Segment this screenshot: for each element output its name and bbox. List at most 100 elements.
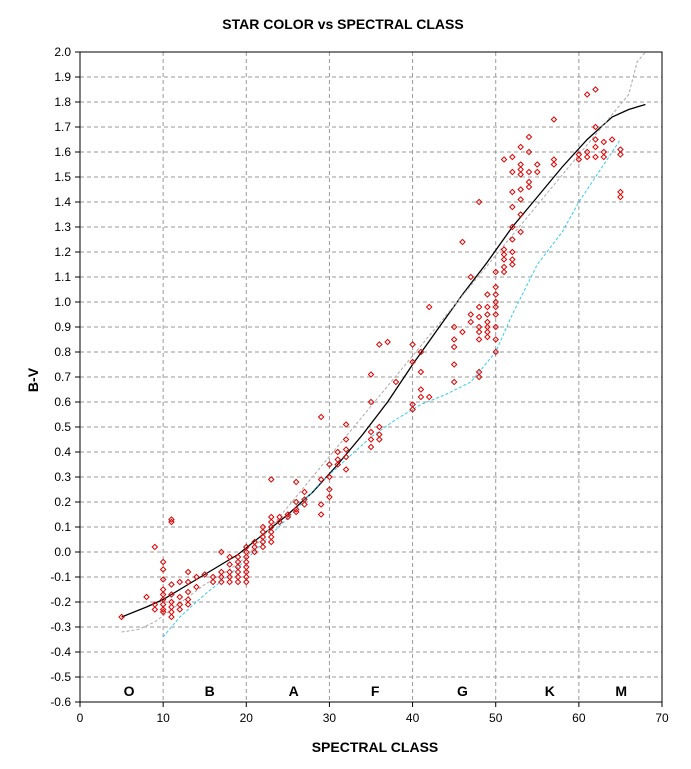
data-point — [193, 573, 200, 581]
data-point — [267, 476, 275, 483]
data-point — [218, 548, 225, 556]
data-point — [326, 493, 333, 501]
data-point — [259, 543, 267, 551]
data-point — [525, 148, 533, 156]
y-tick-label: 0.3 — [54, 470, 71, 484]
x-tick-label: 0 — [77, 711, 84, 725]
y-tick-label: 0.1 — [54, 520, 71, 534]
data-point — [176, 593, 184, 601]
x-tick-label: 20 — [240, 711, 254, 725]
data-point — [492, 323, 500, 331]
data-point — [317, 501, 325, 508]
data-point — [517, 228, 524, 236]
data-point — [417, 393, 425, 401]
data-point — [617, 151, 624, 158]
data-point — [417, 386, 425, 393]
y-tick-label: 1.8 — [54, 95, 71, 109]
data-point — [118, 613, 125, 621]
y-tick-label: 0.7 — [54, 370, 71, 384]
data-point — [509, 188, 516, 196]
data-point — [425, 303, 433, 311]
data-point — [367, 398, 375, 406]
data-point — [492, 283, 500, 291]
data-point — [184, 601, 192, 608]
data-point — [176, 606, 184, 613]
data-point — [425, 393, 433, 401]
data-point — [159, 576, 167, 583]
data-point — [592, 123, 599, 131]
data-point — [509, 153, 516, 161]
data-point — [342, 446, 350, 453]
data-point — [500, 268, 508, 276]
data-point — [334, 461, 342, 468]
data-point — [467, 318, 475, 326]
x-tick-label: 50 — [489, 711, 503, 725]
data-point — [492, 348, 500, 356]
y-tick-label: 1.1 — [54, 270, 71, 284]
data-point — [475, 198, 483, 206]
data-point — [367, 443, 375, 451]
data-point — [600, 153, 608, 161]
data-point — [326, 486, 333, 493]
data-point — [459, 328, 466, 336]
data-point — [492, 291, 500, 298]
data-point — [376, 423, 383, 431]
spectral-class-m: M — [615, 683, 627, 699]
data-point — [517, 171, 524, 178]
data-point — [509, 168, 516, 176]
data-point — [583, 153, 591, 161]
chart-title: STAR COLOR vs SPECTRAL CLASS — [222, 16, 463, 32]
data-point — [384, 338, 391, 346]
y-tick-label: 1.0 — [54, 295, 71, 309]
data-point — [600, 138, 608, 146]
y-tick-label: 1.3 — [54, 220, 71, 234]
data-point — [450, 361, 458, 368]
series-layer — [118, 51, 646, 638]
data-point — [184, 578, 192, 586]
data-point — [450, 336, 458, 343]
data-point — [533, 168, 541, 176]
data-point — [608, 136, 616, 143]
data-point — [226, 561, 233, 568]
y-tick-label: 0.2 — [54, 495, 71, 509]
data-point — [592, 153, 599, 161]
data-point — [517, 196, 524, 203]
y-tick-label: 2.0 — [54, 45, 71, 59]
data-point — [342, 421, 350, 428]
y-tick-label: 0.5 — [54, 420, 71, 434]
data-point — [500, 256, 508, 263]
data-point — [193, 583, 200, 591]
y-tick-label: 1.5 — [54, 170, 71, 184]
data-point — [467, 311, 475, 318]
data-point — [417, 368, 425, 376]
data-point — [484, 303, 491, 311]
y-tick-label: 0.8 — [54, 345, 71, 359]
data-point — [367, 371, 375, 378]
data-point — [276, 518, 283, 526]
data-point — [301, 501, 308, 508]
data-point — [509, 248, 516, 256]
data-point — [492, 268, 500, 276]
data-point — [517, 211, 524, 218]
data-point — [459, 238, 466, 246]
data-point — [525, 183, 533, 191]
y-tick-label: -0.6 — [50, 695, 71, 709]
data-point — [367, 436, 375, 443]
data-point — [509, 236, 516, 243]
data-point — [475, 303, 483, 311]
data-point — [533, 161, 541, 168]
series-line-1 — [121, 103, 646, 618]
data-point — [218, 578, 225, 586]
series-line-3 — [121, 51, 646, 633]
grid — [80, 52, 662, 702]
x-axis: 0 10 20 30 40 50 60 70 — [77, 702, 669, 725]
data-point — [517, 143, 524, 151]
y-tick-label: 0.0 — [54, 545, 71, 559]
data-point — [143, 593, 150, 601]
y-tick-label: 0.6 — [54, 395, 71, 409]
data-point — [284, 511, 292, 518]
data-point — [409, 358, 416, 366]
y-tick-label: 1.2 — [54, 245, 71, 259]
data-point — [292, 498, 300, 506]
